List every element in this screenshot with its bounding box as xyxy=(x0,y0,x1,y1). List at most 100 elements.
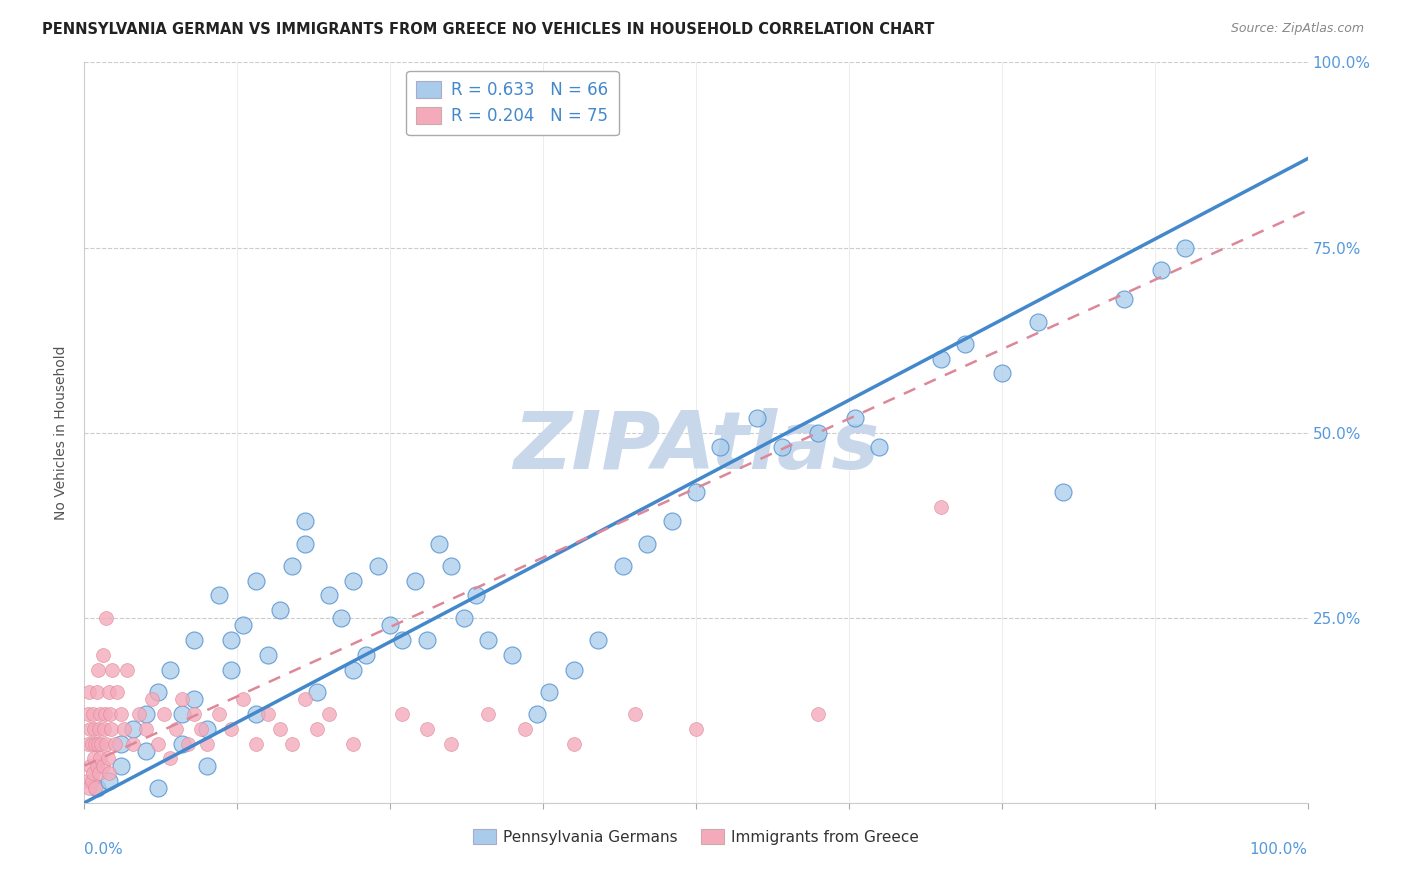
Point xyxy=(269,722,291,736)
Point xyxy=(110,758,132,772)
Text: 0.0%: 0.0% xyxy=(84,842,124,856)
Point xyxy=(245,706,267,721)
Point xyxy=(89,706,111,721)
Point xyxy=(624,706,647,721)
Point xyxy=(165,722,187,736)
Point xyxy=(1028,314,1050,328)
Point xyxy=(159,663,181,677)
Point xyxy=(96,610,118,624)
Point xyxy=(183,692,205,706)
Point xyxy=(105,685,128,699)
Point xyxy=(991,367,1014,381)
Point xyxy=(77,706,100,721)
Point xyxy=(90,737,112,751)
Point xyxy=(146,780,169,795)
Text: PENNSYLVANIA GERMAN VS IMMIGRANTS FROM GREECE NO VEHICLES IN HOUSEHOLD CORRELATI: PENNSYLVANIA GERMAN VS IMMIGRANTS FROM G… xyxy=(42,22,935,37)
Text: ZIPAtlas: ZIPAtlas xyxy=(513,409,879,486)
Point xyxy=(807,425,830,440)
Point xyxy=(562,663,585,677)
Point xyxy=(342,663,364,677)
Point xyxy=(80,737,103,751)
Point xyxy=(294,536,316,550)
Point xyxy=(502,648,524,662)
Point xyxy=(128,706,150,721)
Point xyxy=(91,648,114,662)
Point xyxy=(929,351,952,366)
Point xyxy=(305,722,328,736)
Point xyxy=(747,410,769,425)
Point xyxy=(586,632,609,647)
Point xyxy=(1114,293,1136,307)
Point xyxy=(195,722,218,736)
Point xyxy=(440,737,463,751)
Point xyxy=(110,706,132,721)
Point xyxy=(257,648,280,662)
Point xyxy=(391,706,413,721)
Point xyxy=(183,706,205,721)
Point xyxy=(97,751,120,765)
Point xyxy=(101,663,124,677)
Point xyxy=(76,773,98,788)
Point xyxy=(97,685,120,699)
Point xyxy=(636,536,658,550)
Point xyxy=(89,751,111,765)
Point xyxy=(453,610,475,624)
Point xyxy=(122,737,145,751)
Point xyxy=(477,706,499,721)
Point xyxy=(115,663,138,677)
Point xyxy=(1174,240,1197,255)
Point xyxy=(709,441,731,455)
Point xyxy=(141,692,163,706)
Point xyxy=(172,737,194,751)
Point xyxy=(807,706,830,721)
Text: 100.0%: 100.0% xyxy=(1250,842,1308,856)
Point xyxy=(305,685,328,699)
Point xyxy=(96,737,118,751)
Point xyxy=(135,744,157,758)
Point xyxy=(257,706,280,721)
Point xyxy=(427,536,450,550)
Point xyxy=(330,610,353,624)
Point xyxy=(354,648,377,662)
Point xyxy=(318,589,340,603)
Point xyxy=(86,685,108,699)
Point xyxy=(97,766,120,780)
Point xyxy=(844,410,866,425)
Point xyxy=(91,758,114,772)
Point xyxy=(172,692,194,706)
Point xyxy=(77,737,100,751)
Point xyxy=(86,758,108,772)
Point xyxy=(183,632,205,647)
Point xyxy=(612,558,634,573)
Point xyxy=(83,751,105,765)
Point xyxy=(464,589,486,603)
Point xyxy=(97,773,120,788)
Point xyxy=(953,336,976,351)
Point xyxy=(538,685,561,699)
Point xyxy=(416,632,439,647)
Point xyxy=(94,706,117,721)
Point xyxy=(929,500,952,514)
Point xyxy=(685,722,707,736)
Point xyxy=(281,737,304,751)
Point xyxy=(1150,262,1173,277)
Point xyxy=(219,663,242,677)
Point xyxy=(391,632,413,647)
Point xyxy=(112,722,135,736)
Point xyxy=(232,692,254,706)
Point xyxy=(98,706,121,721)
Point xyxy=(281,558,304,573)
Point xyxy=(526,706,548,721)
Point xyxy=(146,737,169,751)
Point xyxy=(177,737,200,751)
Point xyxy=(380,618,402,632)
Point xyxy=(110,737,132,751)
Point xyxy=(93,722,115,736)
Point xyxy=(100,722,122,736)
Point xyxy=(122,722,145,736)
Point xyxy=(87,663,110,677)
Point xyxy=(219,722,242,736)
Point xyxy=(79,722,101,736)
Point xyxy=(77,685,100,699)
Point xyxy=(562,737,585,751)
